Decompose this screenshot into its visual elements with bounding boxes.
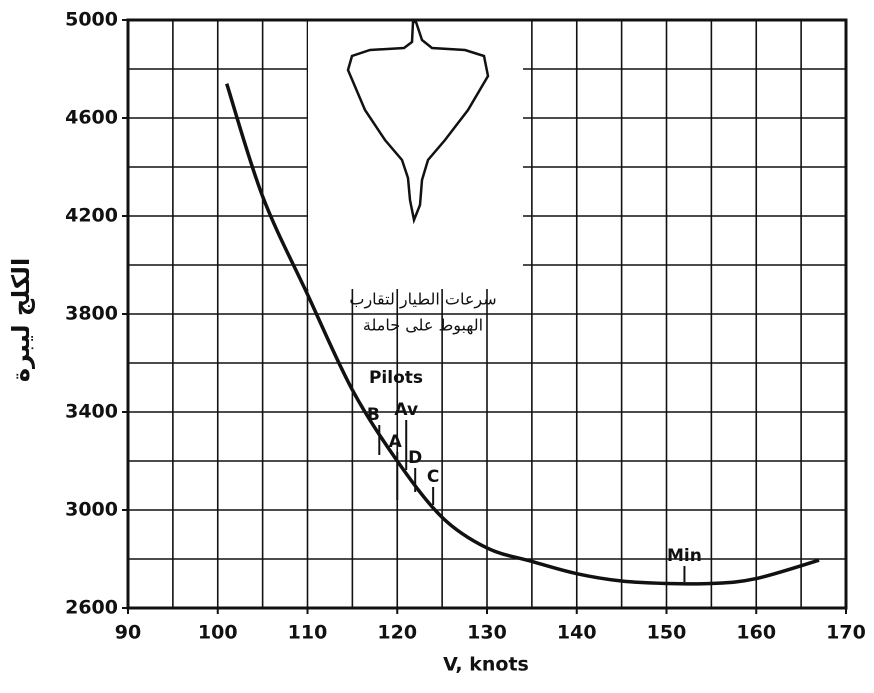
inset-caption: سرعات الطيار لتقارب [349, 290, 496, 310]
x-tick-label: 120 [377, 622, 417, 644]
y-tick-label: 4200 [65, 205, 118, 227]
min-label: Min [667, 546, 702, 566]
y-tick-label: 3000 [65, 499, 118, 521]
y-tick-label: 2600 [65, 597, 118, 619]
aircraft-silhouette [346, 20, 490, 225]
x-tick-label: 140 [557, 622, 597, 644]
pilot-label: D [408, 448, 422, 468]
y-tick-label: 4600 [65, 107, 118, 129]
x-tick-label: 160 [736, 622, 776, 644]
curve [225, 83, 820, 586]
x-axis-label: V, knots [443, 654, 529, 676]
x-tick-label: 170 [826, 622, 866, 644]
y-tick-label: 5000 [65, 9, 118, 31]
x-tick-label: 110 [288, 622, 328, 644]
pilot-label: A [389, 432, 403, 452]
x-tick-label: 130 [467, 622, 507, 644]
x-tick-label: 150 [647, 622, 687, 644]
pilot-label: C [427, 467, 439, 487]
x-tick-label: 90 [115, 622, 141, 644]
y-axis-label: الكلج ليبرة [7, 258, 35, 382]
y-tick-label: 3800 [65, 303, 118, 325]
x-tick-label: 100 [198, 622, 238, 644]
pilot-label: Av [394, 400, 418, 420]
pilots-label: Pilots [369, 368, 423, 388]
y-tick-label: 3400 [65, 401, 118, 423]
inset-caption: الهبوط على حاملة [363, 316, 483, 336]
pilot-label: B [367, 405, 380, 425]
